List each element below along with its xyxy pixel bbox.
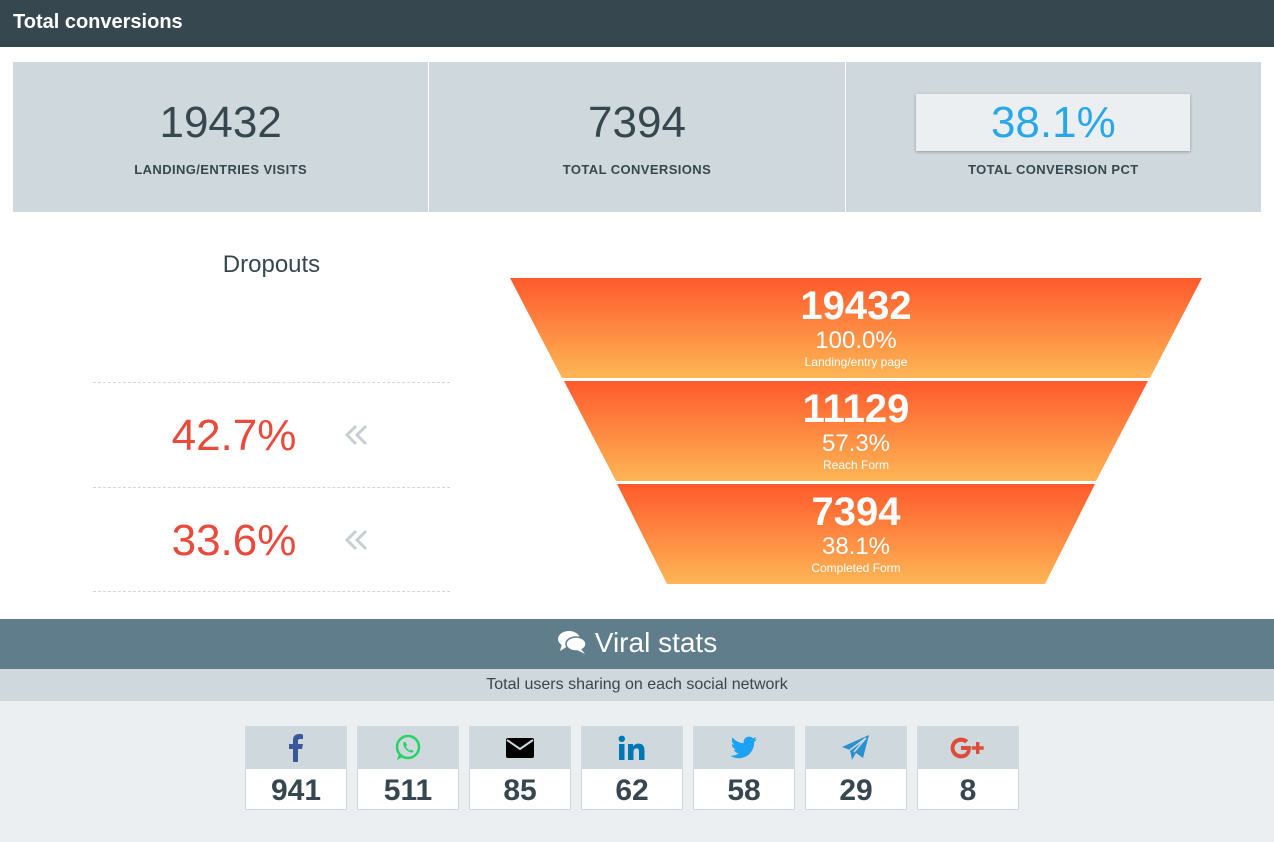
conversion-funnel: 19432 100.0% Landing/entry page 11129 57…	[510, 278, 1202, 584]
social-card-whatsapp: 511	[357, 726, 459, 810]
viral-stats-title: Viral stats	[594, 627, 718, 658]
funnel-stage: 19432 100.0% Landing/entry page	[510, 284, 1202, 370]
kpi-value: 38.1%	[990, 98, 1116, 147]
share-count: 8	[959, 774, 977, 807]
telegram-icon	[842, 735, 869, 760]
dropout-percent: 33.6%	[171, 516, 297, 565]
funnel-stage-percent: 100.0%	[815, 327, 897, 354]
twitter-icon	[730, 736, 757, 759]
funnel-stage: 11129 57.3% Reach Form	[510, 387, 1202, 473]
social-card-twitter: 58	[693, 726, 795, 810]
kpi-label: LANDING/ENTRIES VISITS	[134, 162, 308, 177]
kpi-landing-visits: 19432 LANDING/ENTRIES VISITS	[13, 62, 430, 212]
funnel-stage-value: 7394	[811, 490, 901, 534]
social-card-telegram: 29	[805, 726, 907, 810]
dropout-percent: 42.7%	[171, 411, 297, 460]
funnel-stage-label: Landing/entry page	[804, 355, 908, 369]
kpi-label: TOTAL CONVERSIONS	[562, 162, 712, 177]
double-chevron-left-icon	[344, 529, 368, 551]
funnel-stage-percent: 57.3%	[821, 430, 891, 457]
kpi-highlight-box	[915, 94, 1190, 151]
funnel-stage-3-shape	[617, 484, 1095, 584]
funnel-stage: 7394 38.1% Completed Form	[510, 490, 1202, 576]
social-card-email: 85	[469, 726, 571, 810]
double-chevron-left-icon	[344, 424, 368, 446]
funnel-shape	[510, 278, 1202, 584]
share-count: 62	[615, 774, 649, 807]
facebook-icon	[289, 734, 303, 762]
funnel-stage-label: Completed Form	[811, 561, 901, 575]
viral-stats-header: Viral stats	[0, 619, 1274, 669]
share-count: 29	[839, 774, 873, 807]
kpi-total-conversions: 7394 TOTAL CONVERSIONS	[429, 62, 846, 212]
share-count: 511	[383, 774, 433, 807]
social-card-facebook: 941	[245, 726, 347, 810]
funnel-stage-value: 11129	[802, 387, 910, 431]
email-icon	[506, 738, 534, 758]
kpi-conversion-pct: 38.1% TOTAL CONVERSION PCT	[845, 62, 1261, 212]
funnel-stage-label: Reach Form	[822, 458, 890, 472]
funnel-stage-2-shape	[564, 381, 1148, 481]
social-card-linkedin: 62	[581, 726, 683, 810]
funnel-stage-percent: 38.1%	[821, 533, 891, 560]
social-network-list: 941 511 85 62	[0, 701, 1274, 842]
comments-icon	[557, 631, 587, 654]
funnel-stage-1-shape	[510, 278, 1202, 378]
share-count: 85	[503, 774, 537, 807]
dropout-row: 42.7%	[93, 382, 450, 487]
share-count: 941	[270, 774, 322, 807]
whatsapp-icon	[395, 734, 421, 760]
dropout-row: 33.6%	[93, 487, 450, 592]
dropouts-title: Dropouts	[222, 251, 321, 278]
viral-stats-subtitle: Total users sharing on each social netwo…	[0, 669, 1274, 701]
linkedin-icon	[618, 735, 645, 760]
kpi-label: TOTAL CONVERSION PCT	[968, 162, 1139, 177]
share-count: 58	[727, 774, 761, 807]
kpi-row: 19432 LANDING/ENTRIES VISITS 7394 TOTAL …	[13, 62, 1261, 212]
social-card-google-plus: 8	[917, 726, 1019, 810]
header-bar: Total conversions	[0, 0, 1274, 47]
page-title: Total conversions	[13, 11, 183, 33]
google-plus-icon	[950, 737, 984, 759]
kpi-value: 19432	[159, 98, 282, 147]
funnel-stage-value: 19432	[800, 284, 912, 328]
kpi-value: 7394	[588, 98, 686, 147]
